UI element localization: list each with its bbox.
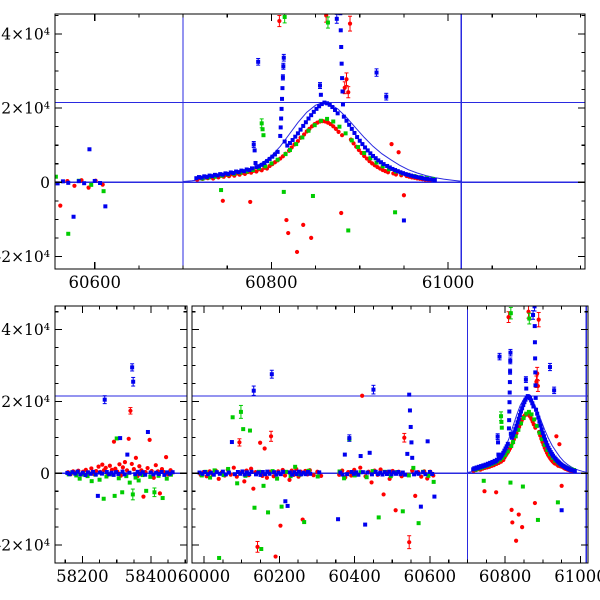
x-tick-label: 60800: [479, 567, 532, 586]
red-series-points: [198, 306, 576, 559]
full-baseline-panel-frame-0: [54, 305, 188, 564]
x-tick-label: 61000: [554, 567, 600, 586]
y-tick-label: 2×10⁴: [1, 393, 50, 411]
y-tick-label: 2×10⁴: [1, 100, 50, 118]
y-tick-label: 4×10⁴: [1, 26, 50, 44]
x-tick-label: 60600: [404, 567, 457, 586]
y-tick-label: 0: [40, 174, 50, 192]
x-tick-label: 60200: [253, 567, 306, 586]
red-series-points: [65, 407, 175, 499]
event-zoom-panel-frame-0: [54, 13, 586, 270]
x-tick-label: 60600: [69, 273, 122, 292]
x-tick-label: 60000: [178, 567, 231, 586]
x-tick-label: 61000: [422, 273, 475, 292]
y-tick-label: -2×10⁴: [0, 537, 50, 555]
green-series-points: [66, 436, 173, 501]
blue-series-points: [65, 363, 175, 498]
x-tick-label: 60800: [245, 273, 298, 292]
blue-series-points: [55, 14, 437, 223]
x-tick-label: 58200: [56, 567, 109, 586]
full-baseline-panel-frame-1: [191, 305, 589, 564]
x-tick-label: 60400: [328, 567, 381, 586]
y-tick-label: 4×10⁴: [1, 321, 50, 339]
blue-series-points: [197, 306, 577, 527]
green-series-points: [55, 14, 436, 236]
y-tick-label: -2×10⁴: [0, 248, 50, 266]
y-tick-label: 0: [40, 465, 50, 483]
green-series-points: [199, 306, 577, 560]
x-tick-label: 58400: [125, 567, 178, 586]
red-series-points: [58, 14, 433, 255]
